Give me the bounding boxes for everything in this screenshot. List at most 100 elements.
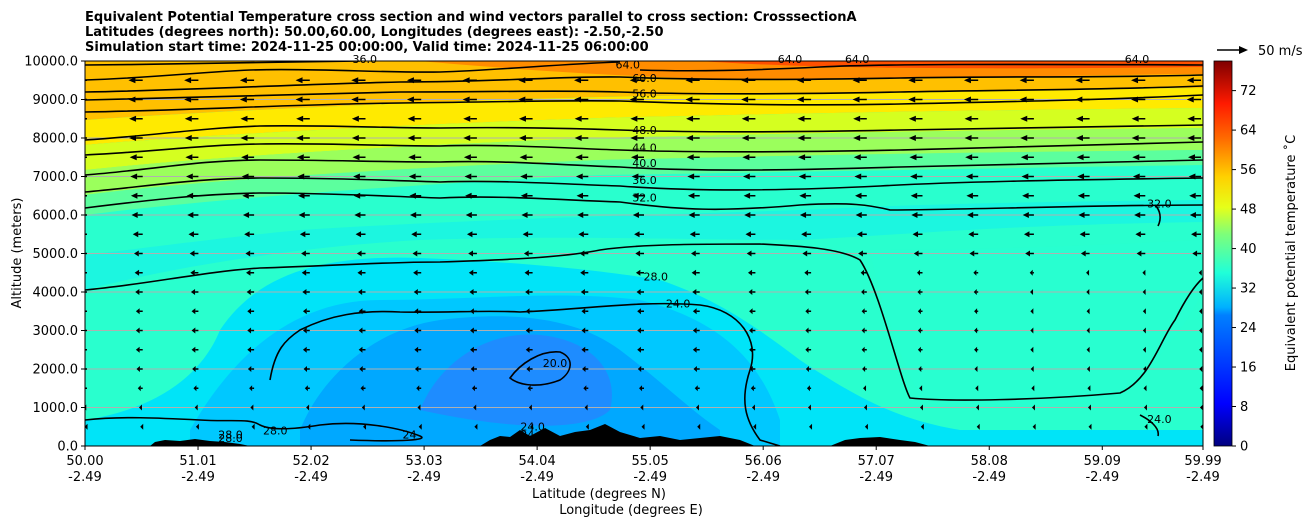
wind-vector-head xyxy=(974,327,978,334)
wind-vector xyxy=(470,346,477,353)
wind-vector-head xyxy=(247,327,252,334)
colorbar-tick-label: 16 xyxy=(1240,361,1257,376)
wind-vector xyxy=(85,137,87,139)
wind-vector-head xyxy=(135,327,140,334)
wind-vector xyxy=(302,346,310,353)
wind-vector-head xyxy=(415,366,419,372)
wind-vector xyxy=(1080,250,1090,257)
wind-vector-head xyxy=(407,135,415,141)
wind-vector-head xyxy=(630,115,638,122)
wind-vector-head xyxy=(692,308,697,315)
wind-vector-head xyxy=(1199,327,1203,334)
contour-line xyxy=(508,351,571,386)
wind-vector-head xyxy=(917,327,921,334)
wind-vector xyxy=(965,173,979,180)
wind-vector xyxy=(685,77,700,84)
wind-vector xyxy=(1199,366,1203,372)
wind-vector-head xyxy=(244,231,250,238)
wind-vector xyxy=(190,269,199,276)
wind-vector-head xyxy=(911,212,918,218)
wind-vector-head xyxy=(753,423,757,430)
wind-vector-head xyxy=(358,289,363,295)
wind-vector-head xyxy=(741,115,749,122)
wind-vector-head xyxy=(465,192,472,199)
wind-vector-head xyxy=(974,366,978,372)
wind-vector-head xyxy=(861,289,865,295)
y-tick-label: 0.0 xyxy=(57,440,78,455)
wind-vector-head xyxy=(749,308,753,315)
wind-vector-head xyxy=(1086,289,1090,295)
colorbar-tick-label: 40 xyxy=(1240,242,1257,257)
wind-vector xyxy=(184,96,199,103)
wind-vector-head xyxy=(1020,115,1028,122)
wind-vector-head xyxy=(637,366,642,372)
wind-vector xyxy=(692,327,700,334)
wind-vector xyxy=(1142,327,1146,334)
wind-vector xyxy=(184,135,199,141)
wind-vector xyxy=(525,308,533,315)
wind-vector xyxy=(187,212,199,218)
wind-vector xyxy=(853,135,867,141)
wind-vector xyxy=(751,404,755,411)
wind-vector xyxy=(641,423,645,430)
wind-vector xyxy=(912,231,923,238)
wind-vector-head xyxy=(917,308,921,315)
wind-vector xyxy=(192,366,199,372)
wind-vector-head xyxy=(963,96,971,103)
wind-vector-head xyxy=(137,385,141,392)
wind-vector-head xyxy=(297,173,305,180)
y-tick-label: 6000.0 xyxy=(33,209,79,224)
wind-vector xyxy=(526,366,533,372)
wind-vector xyxy=(797,135,812,141)
wind-vector xyxy=(356,250,366,257)
wind-vector xyxy=(574,96,589,103)
wind-vector xyxy=(749,327,756,334)
wind-vector-head xyxy=(251,423,255,430)
wind-vector-head xyxy=(359,366,363,372)
wind-vector-head xyxy=(241,154,249,161)
wind-vector-head xyxy=(1136,250,1142,257)
wind-vector xyxy=(470,366,477,372)
wind-vector xyxy=(251,423,255,430)
wind-vector-head xyxy=(184,96,192,103)
y-axis: 0.0 1000.0 2000.0 3000.0 4000.0 5000.0 6000.0 7… xyxy=(24,55,85,455)
wind-vector xyxy=(244,231,255,238)
wind-vector-head xyxy=(1030,327,1034,334)
wind-vector-head xyxy=(1200,424,1203,430)
wind-vector-head xyxy=(474,423,478,430)
wind-vector-head xyxy=(1086,327,1090,334)
wind-vector-head xyxy=(184,77,192,84)
wind-vector xyxy=(296,154,310,161)
wind-vector-head xyxy=(140,423,144,430)
contour-label: 40.0 xyxy=(632,157,657,170)
x-tick-label-lon: -2.49 xyxy=(1186,470,1220,485)
wind-vector-head xyxy=(358,308,363,315)
wind-vector xyxy=(136,366,143,372)
contour-label: 24.0 xyxy=(666,297,691,310)
wind-vector-head xyxy=(187,212,194,218)
wind-vector-head xyxy=(190,289,196,295)
wind-vector xyxy=(191,327,199,334)
wind-vector-head xyxy=(1131,115,1139,122)
wind-vector-head xyxy=(577,212,584,218)
wind-vector-head xyxy=(805,327,809,334)
wind-vector xyxy=(861,289,867,295)
wind-vector xyxy=(1142,346,1146,353)
wind-vector-head xyxy=(909,154,917,161)
wind-vector xyxy=(352,154,366,161)
contour-label: 28.0 xyxy=(218,428,243,441)
wind-vector-head xyxy=(1077,192,1085,199)
wind-vector-head xyxy=(518,115,526,122)
y-tick-label: 4000.0 xyxy=(33,286,79,301)
wind-vector-head xyxy=(301,269,307,276)
wind-vector xyxy=(863,404,867,411)
wind-vector-head xyxy=(692,327,697,334)
wind-vector-head xyxy=(1086,346,1090,353)
y-tick-label: 3000.0 xyxy=(33,324,79,339)
wind-vector-head xyxy=(132,231,139,238)
wind-vector xyxy=(798,173,812,180)
wind-vector-head xyxy=(1132,173,1140,180)
chart-title-line-2: Latitudes (degrees north): 50.00,60.00, … xyxy=(85,25,664,40)
wind-vector-head xyxy=(246,289,251,295)
wind-vector xyxy=(137,385,143,392)
